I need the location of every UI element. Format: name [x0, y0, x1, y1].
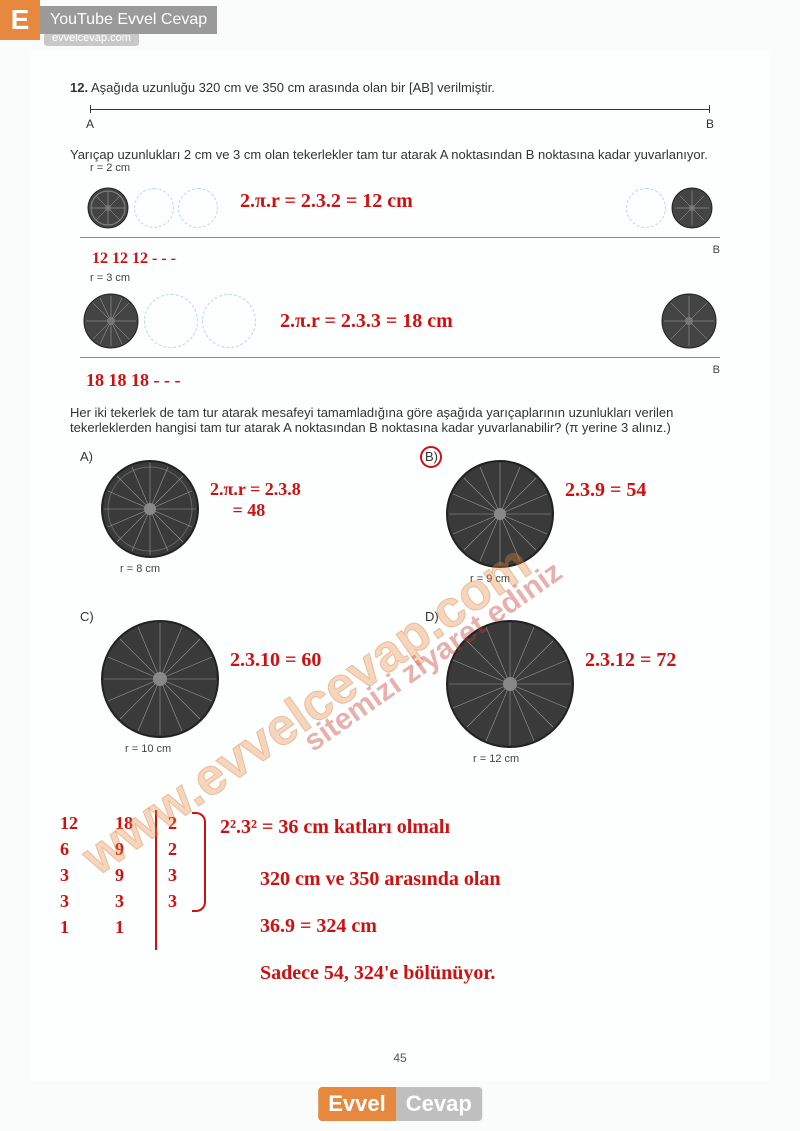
- handwriting-calc1: 2.π.r = 2.3.2 = 12 cm: [240, 190, 413, 213]
- top-banner: E YouTube Evvel Cevap: [0, 0, 217, 40]
- handwriting-val: 36.9 = 324 cm: [260, 915, 377, 938]
- radius-b: r = 9 cm: [470, 573, 510, 585]
- option-d: D) r = 12 cm 2.3.12 = 72: [415, 609, 730, 749]
- factor-val: 3: [168, 888, 177, 914]
- factor-val: 2: [168, 836, 177, 862]
- factor-col-2: 18 9 9 3 1: [115, 810, 133, 940]
- wheel-option-d: [445, 619, 575, 749]
- handwriting-marks1: 12 12 12 - - -: [92, 250, 752, 268]
- prompt-text: Aşağıda uzunluğu 320 cm ve 350 cm arasın…: [91, 80, 495, 95]
- wheel-r3-left: [82, 292, 140, 350]
- factor-col-3: 2 2 3 3: [168, 810, 177, 914]
- factor-val: 9: [115, 862, 133, 888]
- factor-val: 1: [115, 914, 133, 940]
- row-baseline: [80, 357, 720, 358]
- option-b: B) r = 9 cm 2.3.9 = 54: [415, 449, 730, 589]
- wheel-r2-right: [670, 186, 714, 230]
- youtube-label: YouTube Evvel Cevap: [40, 6, 217, 34]
- factor-val: 12: [60, 810, 78, 836]
- radius-label-2: r = 2 cm: [90, 162, 130, 174]
- factor-val: 6: [60, 836, 78, 862]
- wheel-option-b: [445, 459, 555, 569]
- ghost-circle: [144, 294, 198, 348]
- factor-val: 1: [60, 914, 78, 940]
- divider-line: [155, 810, 157, 950]
- factor-col-1: 12 6 3 3 1: [60, 810, 78, 940]
- ghost-circle: [134, 188, 174, 228]
- point-a-label: A: [86, 117, 94, 131]
- handwriting-opt-a: 2.π.r = 2.3.8 = 48: [210, 479, 301, 521]
- description-2: Her iki tekerlek de tam tur atarak mesaf…: [70, 405, 730, 435]
- answer-circle-icon: [420, 446, 442, 468]
- radius-label-3: r = 3 cm: [90, 272, 130, 284]
- factor-val: 2: [168, 810, 177, 836]
- wheel-option-a: [100, 459, 200, 559]
- factor-val: 9: [115, 836, 133, 862]
- handwriting-opt-d: 2.3.12 = 72: [585, 649, 676, 672]
- handwriting-lcm: 2².3² = 36 cm katları olmalı: [220, 816, 450, 839]
- handwriting-opt-c: 2.3.10 = 60: [230, 649, 321, 672]
- options-grid: A) r = 8 cm 2.π.r = 2.3.8 = 48 B): [70, 449, 730, 749]
- wheel-r2-left: [86, 186, 130, 230]
- brand-badge: E: [0, 0, 40, 40]
- factor-val: 3: [60, 862, 78, 888]
- work-area: 12 6 3 3 1 18 9 9 3 1 2 2 3 3 2².3² = 36…: [60, 810, 760, 1060]
- radius-c: r = 10 cm: [125, 743, 171, 755]
- wheel-option-c: [100, 619, 220, 739]
- radius-a: r = 8 cm: [120, 563, 160, 575]
- segment-line: [90, 109, 710, 110]
- option-c: C) r = 10 cm 2.3.10 = 60: [70, 609, 385, 749]
- line-segment-ab: A B: [70, 103, 730, 133]
- brace-icon: [192, 812, 206, 912]
- factor-val: 3: [168, 862, 177, 888]
- radius-d: r = 12 cm: [473, 753, 519, 765]
- option-letter-d: D): [425, 609, 439, 624]
- factor-val: 3: [60, 888, 78, 914]
- wheel-row-r3: r = 3 cm B 2.π.r = 2.3.3 = 18 cm: [70, 286, 730, 366]
- handwriting-calc2: 2.π.r = 2.3.3 = 18 cm: [280, 310, 453, 333]
- option-letter-a: A): [80, 449, 93, 464]
- footer-logo: Evvel Cevap: [318, 1087, 482, 1121]
- ghost-circle: [202, 294, 256, 348]
- tick-b: [709, 105, 710, 113]
- handwriting-opt-b: 2.3.9 = 54: [565, 479, 646, 502]
- description-1: Yarıçap uzunlukları 2 cm ve 3 cm olan te…: [70, 147, 730, 162]
- tick-a: [90, 105, 91, 113]
- ghost-circle: [626, 188, 666, 228]
- row-baseline: [80, 237, 720, 238]
- point-b-label: B: [706, 117, 714, 131]
- footer-cevap: Cevap: [396, 1087, 482, 1121]
- wheel-r3-right: [660, 292, 718, 350]
- option-letter-c: C): [80, 609, 94, 624]
- handwriting-range: 320 cm ve 350 arasında olan: [260, 868, 501, 891]
- option-a: A) r = 8 cm 2.π.r = 2.3.8 = 48: [70, 449, 385, 589]
- handwriting-marks2: 18 18 18 - - -: [86, 370, 746, 391]
- ghost-circle: [178, 188, 218, 228]
- question-prompt: 12. Aşağıda uzunluğu 320 cm ve 350 cm ar…: [70, 80, 730, 95]
- factor-val: 18: [115, 810, 133, 836]
- question-number: 12.: [70, 80, 88, 95]
- handwriting-final: Sadece 54, 324'e bölünüyor.: [260, 962, 495, 985]
- factor-val: 3: [115, 888, 133, 914]
- wheel-row-r2: r = 2 cm B 2.π.r = 2.3.2 = 12 cm: [70, 176, 730, 246]
- footer-evvel: Evvel: [318, 1087, 396, 1121]
